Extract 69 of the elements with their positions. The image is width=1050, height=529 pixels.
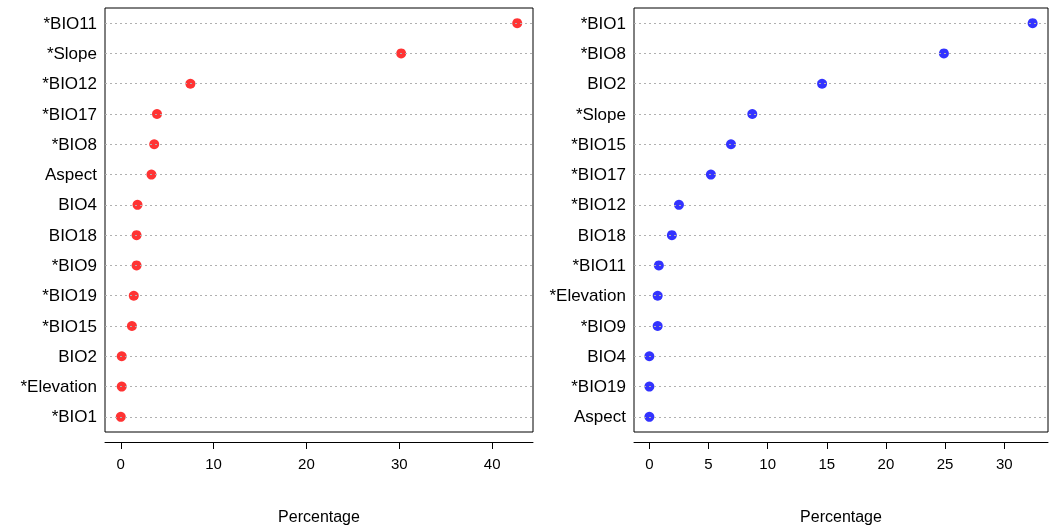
x-tick-label: 20 — [877, 455, 895, 472]
point — [666, 230, 677, 241]
y-tick-label: *BIO15 — [571, 134, 626, 154]
x-axis-title: Percentage — [278, 507, 361, 525]
point — [126, 321, 137, 331]
point — [115, 411, 126, 422]
y-tick-label: *Slope — [575, 104, 626, 124]
y-tick-label: *Slope — [46, 43, 97, 63]
y-tick-label: *BIO9 — [51, 255, 97, 275]
point — [705, 169, 716, 180]
x-tick-label: 40 — [483, 455, 501, 472]
y-tick-label: *BIO1 — [51, 407, 97, 427]
point — [653, 260, 664, 271]
point — [116, 381, 127, 392]
x-tick-label: 25 — [936, 455, 954, 472]
x-axis-title: Percentage — [800, 507, 883, 525]
y-tick-label: Aspect — [45, 165, 98, 185]
y-tick-label: BIO18 — [48, 225, 97, 245]
y-tick-label: *BIO12 — [42, 74, 97, 94]
point — [644, 351, 655, 362]
y-tick-label: *BIO11 — [572, 255, 626, 275]
y-tick-label: *BIO9 — [580, 316, 626, 336]
point — [652, 321, 663, 331]
point — [747, 109, 758, 119]
y-tick-label: *BIO12 — [571, 195, 626, 215]
x-tick-label: 5 — [704, 455, 713, 472]
point — [146, 169, 157, 180]
point — [673, 199, 684, 210]
point — [644, 381, 655, 392]
point — [644, 411, 655, 422]
x-tick-label: 0 — [645, 455, 654, 472]
y-tick-label: *BIO8 — [51, 134, 97, 154]
point — [131, 230, 142, 241]
y-tick-label: *BIO19 — [571, 377, 626, 397]
point — [938, 48, 949, 59]
point — [396, 48, 407, 59]
y-tick-label: *Elevation — [20, 377, 97, 397]
y-tick-label: BIO4 — [587, 346, 626, 366]
y-tick-label: BIO2 — [587, 74, 626, 94]
point — [128, 290, 139, 301]
y-tick-label: BIO18 — [577, 225, 626, 245]
x-tick-label: 30 — [390, 455, 408, 472]
y-tick-label: *BIO1 — [580, 13, 626, 33]
point — [152, 109, 162, 119]
point — [817, 78, 828, 89]
x-tick-label: 20 — [298, 455, 315, 472]
point — [512, 18, 523, 29]
y-tick-label: *BIO11 — [43, 13, 97, 33]
y-tick-label: BIO2 — [58, 346, 97, 366]
y-tick-label: *BIO8 — [580, 43, 626, 63]
x-tick-label: 15 — [818, 455, 836, 472]
point — [116, 351, 127, 362]
y-tick-label: Aspect — [574, 407, 627, 427]
point — [149, 139, 160, 150]
x-tick-label: 0 — [116, 455, 125, 472]
y-tick-label: *BIO17 — [42, 104, 97, 124]
y-tick-label: *Elevation — [549, 286, 626, 306]
point — [185, 78, 196, 89]
y-tick-label: *BIO17 — [571, 165, 626, 185]
point — [652, 290, 663, 301]
y-tick-label: *BIO19 — [42, 286, 97, 306]
point — [726, 139, 736, 150]
y-tick-label: BIO4 — [58, 195, 97, 215]
x-tick-label: 10 — [759, 455, 777, 472]
x-tick-label: 30 — [995, 455, 1013, 472]
x-tick-label: 10 — [205, 455, 222, 472]
y-tick-label: *BIO15 — [42, 316, 97, 336]
point — [1027, 18, 1038, 29]
point — [132, 199, 143, 210]
